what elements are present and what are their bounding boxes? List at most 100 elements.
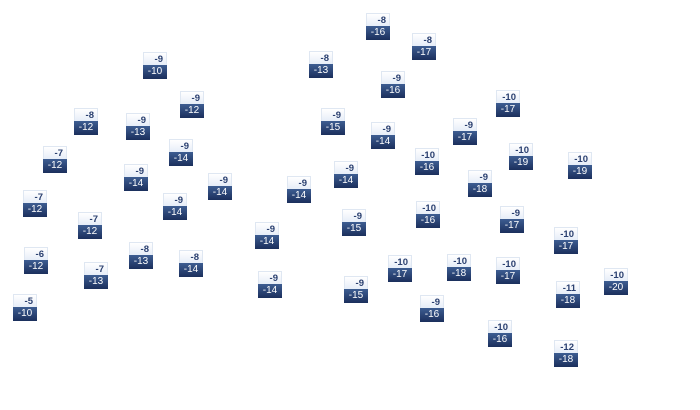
value-label: -9 -17 <box>453 118 477 145</box>
label-bottom-value: -19 <box>509 156 533 170</box>
label-top-value: -9 <box>124 164 148 177</box>
value-label: -10 -19 <box>568 152 592 179</box>
label-top-value: -9 <box>321 108 345 121</box>
value-label: -7 -13 <box>84 262 108 289</box>
label-bottom-value: -15 <box>342 222 366 236</box>
label-bottom-value: -12 <box>43 159 67 173</box>
label-top-value: -8 <box>309 51 333 64</box>
label-bottom-value: -17 <box>554 240 578 254</box>
label-bottom-value: -17 <box>412 46 436 60</box>
value-label: -9 -14 <box>287 176 311 203</box>
value-label: -7 -12 <box>23 190 47 217</box>
label-top-value: -11 <box>556 281 580 294</box>
value-label: -8 -14 <box>179 250 203 277</box>
label-top-value: -10 <box>488 320 512 333</box>
label-bottom-value: -14 <box>334 174 358 188</box>
value-label: -9 -17 <box>500 206 524 233</box>
label-bottom-value: -18 <box>447 267 471 281</box>
label-bottom-value: -16 <box>416 214 440 228</box>
label-bottom-value: -19 <box>568 165 592 179</box>
value-label: -9 -13 <box>126 113 150 140</box>
label-top-value: -9 <box>287 176 311 189</box>
label-top-value: -9 <box>453 118 477 131</box>
value-label: -10 -17 <box>554 227 578 254</box>
label-top-value: -8 <box>74 108 98 121</box>
label-top-value: -9 <box>500 206 524 219</box>
label-top-value: -10 <box>416 201 440 214</box>
label-bottom-value: -14 <box>255 235 279 249</box>
label-bottom-value: -16 <box>420 308 444 322</box>
label-top-value: -5 <box>13 294 37 307</box>
value-label: -10 -17 <box>496 257 520 284</box>
label-top-value: -9 <box>163 193 187 206</box>
value-label: -9 -16 <box>381 71 405 98</box>
value-label: -12 -18 <box>554 340 578 367</box>
label-bottom-value: -16 <box>415 161 439 175</box>
label-bottom-value: -17 <box>500 219 524 233</box>
label-bottom-value: -18 <box>468 183 492 197</box>
value-label: -9 -15 <box>344 276 368 303</box>
value-label: -11 -18 <box>556 281 580 308</box>
value-label: -8 -12 <box>74 108 98 135</box>
label-bottom-value: -13 <box>129 255 153 269</box>
value-label: -9 -14 <box>124 164 148 191</box>
label-top-value: -12 <box>554 340 578 353</box>
label-top-value: -10 <box>496 90 520 103</box>
value-label: -6 -12 <box>24 247 48 274</box>
label-top-value: -10 <box>568 152 592 165</box>
value-label: -10 -17 <box>496 90 520 117</box>
label-top-value: -9 <box>420 295 444 308</box>
label-top-value: -7 <box>23 190 47 203</box>
label-bottom-value: -18 <box>556 294 580 308</box>
value-label: -10 -20 <box>604 268 628 295</box>
label-top-value: -10 <box>415 148 439 161</box>
label-top-value: -9 <box>334 161 358 174</box>
label-bottom-value: -17 <box>388 268 412 282</box>
value-label: -10 -17 <box>388 255 412 282</box>
label-top-value: -7 <box>84 262 108 275</box>
label-bottom-value: -18 <box>554 353 578 367</box>
value-label: -9 -14 <box>255 222 279 249</box>
value-label: -8 -13 <box>309 51 333 78</box>
label-top-value: -8 <box>366 13 390 26</box>
value-label: -10 -19 <box>509 143 533 170</box>
label-top-value: -8 <box>179 250 203 263</box>
label-top-value: -9 <box>169 139 193 152</box>
label-top-value: -9 <box>371 122 395 135</box>
label-bottom-value: -14 <box>163 206 187 220</box>
label-bottom-value: -10 <box>13 307 37 321</box>
label-bottom-value: -17 <box>453 131 477 145</box>
label-top-value: -9 <box>342 209 366 222</box>
label-top-value: -10 <box>509 143 533 156</box>
label-top-value: -9 <box>180 91 204 104</box>
label-top-value: -10 <box>447 254 471 267</box>
label-bottom-value: -15 <box>344 289 368 303</box>
label-bottom-value: -16 <box>381 84 405 98</box>
label-bottom-value: -13 <box>84 275 108 289</box>
label-bottom-value: -12 <box>23 203 47 217</box>
value-label: -9 -14 <box>334 161 358 188</box>
label-bottom-value: -20 <box>604 281 628 295</box>
value-label: -9 -10 <box>143 52 167 79</box>
value-label: -9 -14 <box>163 193 187 220</box>
label-top-value: -10 <box>388 255 412 268</box>
value-label: -9 -14 <box>371 122 395 149</box>
label-bottom-value: -12 <box>78 225 102 239</box>
value-label: -10 -16 <box>415 148 439 175</box>
label-top-value: -10 <box>604 268 628 281</box>
label-top-value: -9 <box>258 271 282 284</box>
label-top-value: -9 <box>208 173 232 186</box>
value-label: -10 -18 <box>447 254 471 281</box>
value-label: -9 -14 <box>208 173 232 200</box>
value-label: -8 -17 <box>412 33 436 60</box>
label-bottom-value: -17 <box>496 270 520 284</box>
value-label: -9 -15 <box>342 209 366 236</box>
label-bottom-value: -14 <box>371 135 395 149</box>
label-bottom-value: -14 <box>179 263 203 277</box>
value-label: -5 -10 <box>13 294 37 321</box>
value-label: -9 -18 <box>468 170 492 197</box>
label-top-value: -7 <box>78 212 102 225</box>
value-label: -9 -15 <box>321 108 345 135</box>
label-bottom-value: -12 <box>74 121 98 135</box>
label-top-value: -10 <box>496 257 520 270</box>
